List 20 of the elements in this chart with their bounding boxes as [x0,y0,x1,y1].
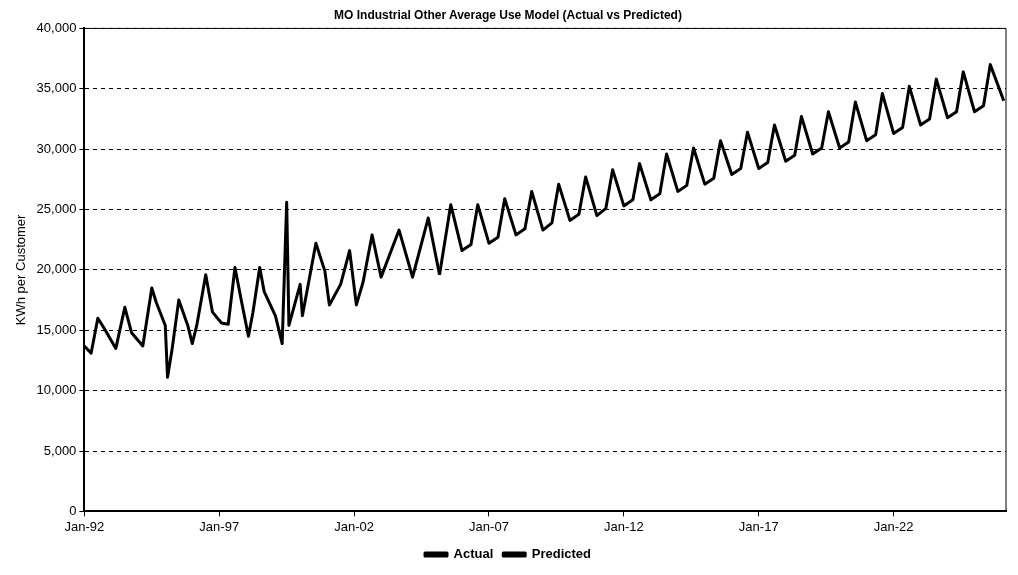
y-tick-label: 40,000 [36,19,77,35]
y-axis-title: KWh per Customer [13,213,29,326]
y-tick-label: 35,000 [36,80,77,96]
y-tick-label: 25,000 [36,201,77,217]
x-tick-label: Jan-07 [469,518,509,534]
y-tick-label: 0 [69,502,77,518]
y-tick-label: 20,000 [36,261,77,277]
legend-label: Predicted [531,546,592,562]
x-tick-label: Jan-97 [199,518,240,534]
chart-title: MO Industrial Other Average Use Model (Actual vs Predicted) [334,7,682,22]
x-tick-label: Jan-17 [738,518,779,534]
y-tick-label: 5,000 [43,442,77,458]
legend-label: Actual [453,546,494,562]
x-tick-label: Jan-22 [873,518,914,534]
x-tick-label: Jan-02 [334,518,374,534]
x-tick-label: Jan-12 [603,518,644,534]
y-tick-label: 15,000 [36,321,77,337]
y-tick-label: 30,000 [36,140,77,156]
x-tick-label: Jan-92 [64,518,105,534]
y-tick-label: 10,000 [36,382,77,398]
